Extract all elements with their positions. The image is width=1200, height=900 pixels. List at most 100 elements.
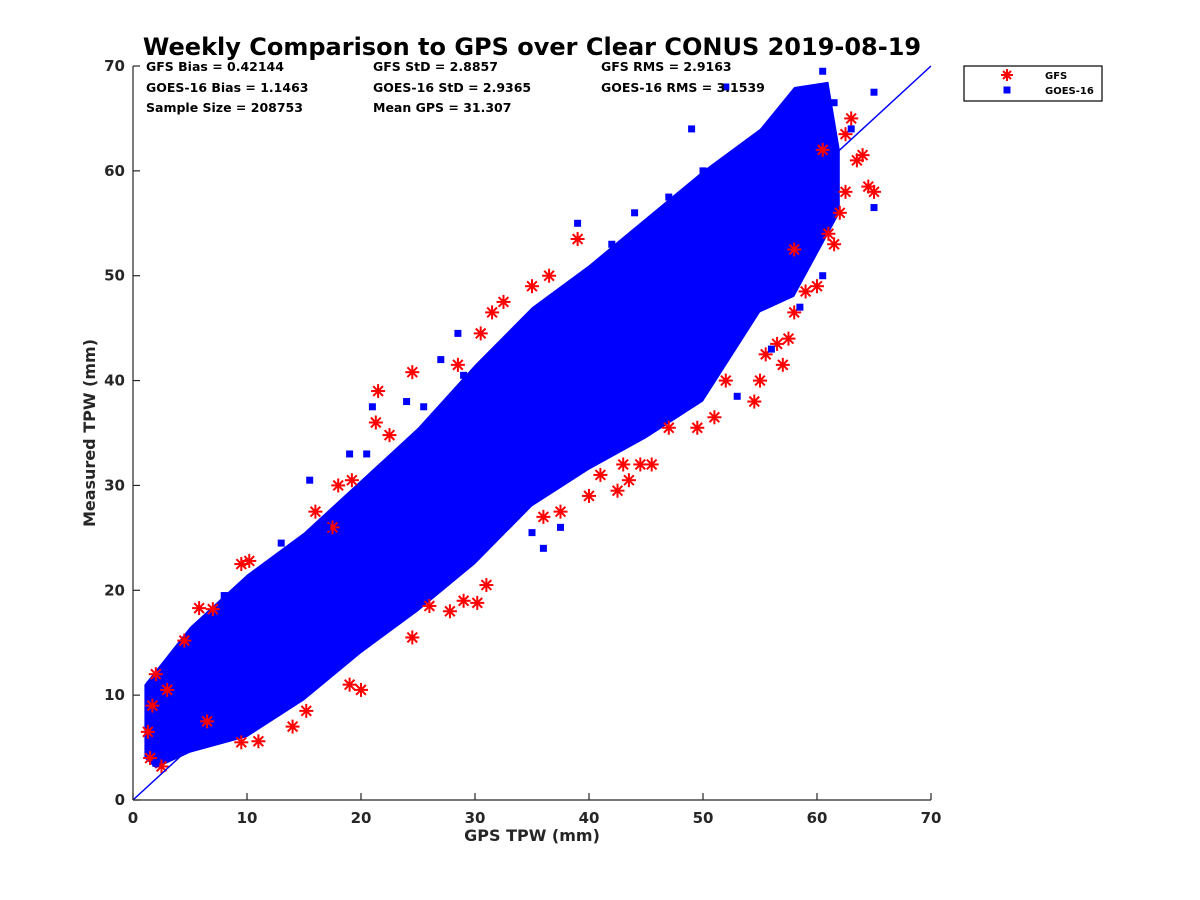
goes16-point xyxy=(688,125,696,133)
goes16-point xyxy=(277,539,285,547)
gfs-point xyxy=(242,553,257,568)
gfs-point xyxy=(855,148,870,163)
goes16-point xyxy=(380,471,388,479)
gfs-point xyxy=(747,394,762,409)
goes16-point xyxy=(779,266,787,274)
goes16-point xyxy=(203,639,211,647)
gfs-point xyxy=(450,357,465,372)
stats-block: GFS Bias = 0.42144 GOES-16 Bias = 1.1463… xyxy=(146,59,765,115)
goes16-point xyxy=(528,529,536,537)
goes16-point xyxy=(539,544,547,552)
goes16-point xyxy=(767,345,775,353)
gfs-point xyxy=(200,714,215,729)
gfs-point xyxy=(815,142,830,157)
goes16-point xyxy=(819,67,827,75)
gfs-point xyxy=(536,509,551,524)
y-tick-label: 40 xyxy=(104,372,125,390)
gfs-point xyxy=(382,428,397,443)
gfs-point xyxy=(177,633,192,648)
gfs-point xyxy=(331,478,346,493)
gfs-point xyxy=(496,294,511,309)
gfs-bias-text: GFS Bias = 0.42144 xyxy=(146,59,284,74)
gfs-point xyxy=(525,279,539,294)
y-axis-ticks: 0 10 20 30 40 50 60 70 xyxy=(104,57,140,809)
gfs-point xyxy=(140,724,155,739)
gfs-point xyxy=(422,599,437,614)
gfs-point xyxy=(160,682,175,697)
y-tick-label: 60 xyxy=(104,162,125,180)
gfs-point xyxy=(616,457,631,472)
gfs-point xyxy=(470,595,485,610)
goes16-point xyxy=(830,99,838,107)
gfs-point xyxy=(456,593,471,608)
chart-title: Weekly Comparison to GPS over Clear CONU… xyxy=(143,33,921,61)
y-tick-label: 30 xyxy=(104,476,125,494)
y-tick-label: 10 xyxy=(104,686,125,704)
gfs-point xyxy=(473,326,488,341)
goes16-point xyxy=(847,125,855,133)
goes16-point xyxy=(562,434,570,442)
gfs-point xyxy=(644,457,659,472)
goes16-point xyxy=(232,696,240,704)
sample-size-text: Sample Size = 208753 xyxy=(146,100,303,115)
goes16-rms-text: GOES-16 RMS = 3.1539 xyxy=(601,80,765,95)
goes16-point xyxy=(659,219,667,227)
x-tick-label: 10 xyxy=(237,809,258,827)
gfs-point xyxy=(707,410,722,425)
goes16-point xyxy=(414,523,422,531)
gfs-point xyxy=(485,305,500,320)
goes16-point xyxy=(705,282,713,290)
goes16-point xyxy=(802,188,810,196)
goes16-point xyxy=(420,403,428,411)
goes16-point xyxy=(870,204,878,212)
x-tick-label: 20 xyxy=(351,809,372,827)
gfs-rms-text: GFS RMS = 2.9163 xyxy=(601,59,732,74)
goes16-point xyxy=(790,104,798,112)
goes16-point xyxy=(323,523,331,531)
gfs-point xyxy=(542,268,557,283)
gfs-point xyxy=(342,677,357,692)
gfs-point xyxy=(827,237,842,252)
gfs-std-text: GFS StD = 2.8857 xyxy=(373,59,498,74)
legend: GFS GOES-16 xyxy=(963,65,1103,102)
gfs-point xyxy=(371,384,386,399)
goes16-point xyxy=(722,83,730,91)
legend-gfs-marker xyxy=(1001,69,1013,81)
gfs-point xyxy=(354,682,368,697)
gfs-points xyxy=(140,111,881,774)
gfs-point xyxy=(838,184,853,199)
goes16-point xyxy=(733,392,741,400)
gfs-point xyxy=(308,504,323,519)
x-tick-label: 50 xyxy=(693,809,714,827)
gfs-point xyxy=(251,734,266,749)
goes16-point xyxy=(454,329,462,337)
gfs-point xyxy=(610,483,625,498)
goes16-point xyxy=(163,712,171,720)
gfs-point xyxy=(718,373,733,388)
goes16-point xyxy=(471,487,479,495)
goes16-point xyxy=(152,759,160,767)
goes16-point xyxy=(391,565,399,573)
gfs-point xyxy=(844,111,859,126)
legend-goes16-marker xyxy=(1003,86,1011,94)
y-tick-label: 50 xyxy=(104,267,125,285)
gfs-point xyxy=(570,232,585,247)
gfs-point xyxy=(758,347,773,362)
goes16-point xyxy=(585,272,593,280)
goes16-point xyxy=(750,135,758,143)
gfs-point xyxy=(690,420,705,435)
goes16-point xyxy=(363,450,371,458)
goes16-point xyxy=(329,644,336,652)
goes16-point xyxy=(608,240,616,248)
gfs-point xyxy=(775,357,790,372)
goes16-point xyxy=(368,403,376,411)
goes16-point xyxy=(517,377,525,385)
dense-band-fill xyxy=(144,81,840,769)
gfs-point xyxy=(553,504,568,519)
y-axis-label: Measured TPW (mm) xyxy=(80,339,99,527)
goes16-point xyxy=(665,193,673,201)
gfs-point xyxy=(787,242,802,257)
one-to-one-line xyxy=(132,65,932,801)
gfs-point xyxy=(405,630,420,645)
